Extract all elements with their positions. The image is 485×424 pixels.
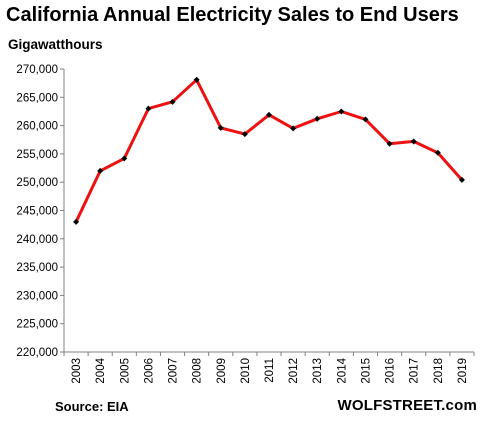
x-tick-label: 2015	[360, 358, 372, 384]
y-tick-label: 245,000	[16, 206, 58, 218]
data-point	[217, 124, 224, 131]
data-point	[97, 167, 104, 174]
data-point	[362, 116, 369, 123]
x-tick-label: 2004	[95, 357, 107, 383]
x-axis-ticks: 2003 2004 2005 2006 2007 2008 2009 2010 2011 2012…	[63, 352, 475, 384]
x-tick-label: 2009	[216, 358, 228, 384]
data-point	[386, 140, 393, 147]
x-tick-label: 2016	[385, 358, 397, 384]
data-point	[241, 131, 248, 138]
x-tick-label: 2005	[119, 358, 131, 384]
y-tick-label: 240,000	[16, 234, 58, 246]
data-point	[121, 155, 128, 162]
x-tick-label: 2013	[312, 358, 324, 384]
chart-series	[73, 76, 465, 225]
y-tick-label: 220,000	[16, 347, 58, 359]
x-tick-label: 2010	[240, 358, 252, 384]
data-point	[73, 218, 80, 225]
data-point	[145, 105, 152, 112]
source-note: Source: EIA	[55, 399, 129, 414]
x-tick-label: 2008	[192, 358, 204, 384]
series-line	[74, 78, 464, 223]
data-point	[458, 176, 465, 183]
data-point	[314, 115, 321, 122]
y-axis-unit-label: Gigawatthours	[8, 37, 103, 52]
x-tick-label: 2011	[264, 358, 276, 383]
x-tick-label: 2007	[168, 358, 180, 384]
data-point	[434, 149, 441, 156]
x-tick-label: 2003	[71, 358, 83, 384]
site-credit: WOLFSTREET.com	[337, 397, 477, 414]
y-tick-label: 250,000	[16, 177, 58, 189]
data-point	[266, 111, 272, 118]
x-tick-label: 2019	[457, 358, 469, 384]
data-point	[290, 125, 297, 132]
data-point	[169, 98, 176, 105]
data-point	[338, 108, 345, 115]
x-tick-label: 2017	[409, 358, 421, 384]
x-tick-label: 2018	[433, 358, 445, 384]
x-tick-label: 2014	[336, 357, 348, 383]
y-tick-label: 265,000	[16, 92, 58, 104]
data-point	[410, 138, 417, 145]
data-point	[193, 76, 200, 83]
y-tick-label: 260,000	[16, 121, 58, 133]
y-tick-label: 270,000	[16, 64, 58, 76]
x-tick-label: 2006	[143, 358, 155, 384]
chart-axes	[63, 69, 474, 353]
y-axis-ticks: 220,000 225,000 230,000 235,000 240,000 245,0…	[16, 64, 64, 359]
y-tick-label: 230,000	[16, 290, 58, 302]
y-tick-label: 225,000	[16, 319, 58, 331]
y-tick-label: 235,000	[16, 262, 58, 274]
chart-title: California Annual Electricity Sales to E…	[6, 4, 459, 26]
y-tick-label: 255,000	[16, 149, 58, 161]
x-tick-label: 2012	[288, 358, 300, 384]
